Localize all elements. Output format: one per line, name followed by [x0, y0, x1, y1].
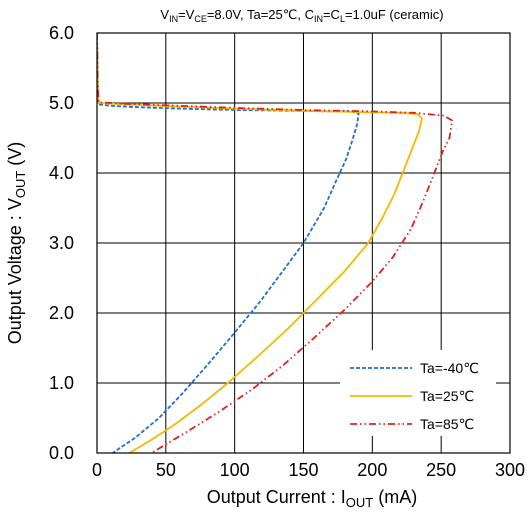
legend-label-2: Ta=85℃ [420, 416, 474, 432]
x-tick-label: 200 [357, 460, 387, 480]
y-tick-label: 0.0 [49, 443, 74, 463]
series-line-1 [97, 33, 423, 453]
series-line-2 [97, 33, 454, 453]
x-tick-label: 100 [220, 460, 250, 480]
legend-label-1: Ta=25℃ [420, 388, 474, 404]
y-tick-label: 1.0 [49, 373, 74, 393]
x-tick-label: 150 [288, 460, 318, 480]
y-axis-title: Output Voltage : VOUT (V) [5, 142, 28, 345]
legend-label-0: Ta=-40℃ [420, 360, 479, 376]
y-tick-label: 2.0 [49, 303, 74, 323]
series-line-0 [97, 33, 360, 453]
x-tick-label: 250 [426, 460, 456, 480]
legend-box [340, 350, 496, 436]
chart-subtitle: VIN=VCE=8.0V, Ta=25℃, CIN=CL=1.0uF (cera… [160, 7, 443, 24]
y-tick-label: 3.0 [49, 233, 74, 253]
y-tick-label: 5.0 [49, 93, 74, 113]
series-group [97, 33, 454, 453]
x-tick-label: 50 [156, 460, 176, 480]
plot-frame [96, 32, 511, 454]
y-tick-label: 4.0 [49, 163, 74, 183]
y-axis-ticks: 0.0 1.0 2.0 3.0 4.0 5.0 6.0 [49, 23, 74, 463]
x-axis-ticks: 0 50 100 150 200 250 300 [92, 460, 525, 480]
y-tick-label: 6.0 [49, 23, 74, 43]
x-tick-label: 300 [495, 460, 525, 480]
x-axis-title: Output Current : IOUT (mA) [207, 487, 418, 510]
x-tick-label: 0 [92, 460, 102, 480]
legend: Ta=-40℃ Ta=25℃ Ta=85℃ [340, 350, 496, 436]
